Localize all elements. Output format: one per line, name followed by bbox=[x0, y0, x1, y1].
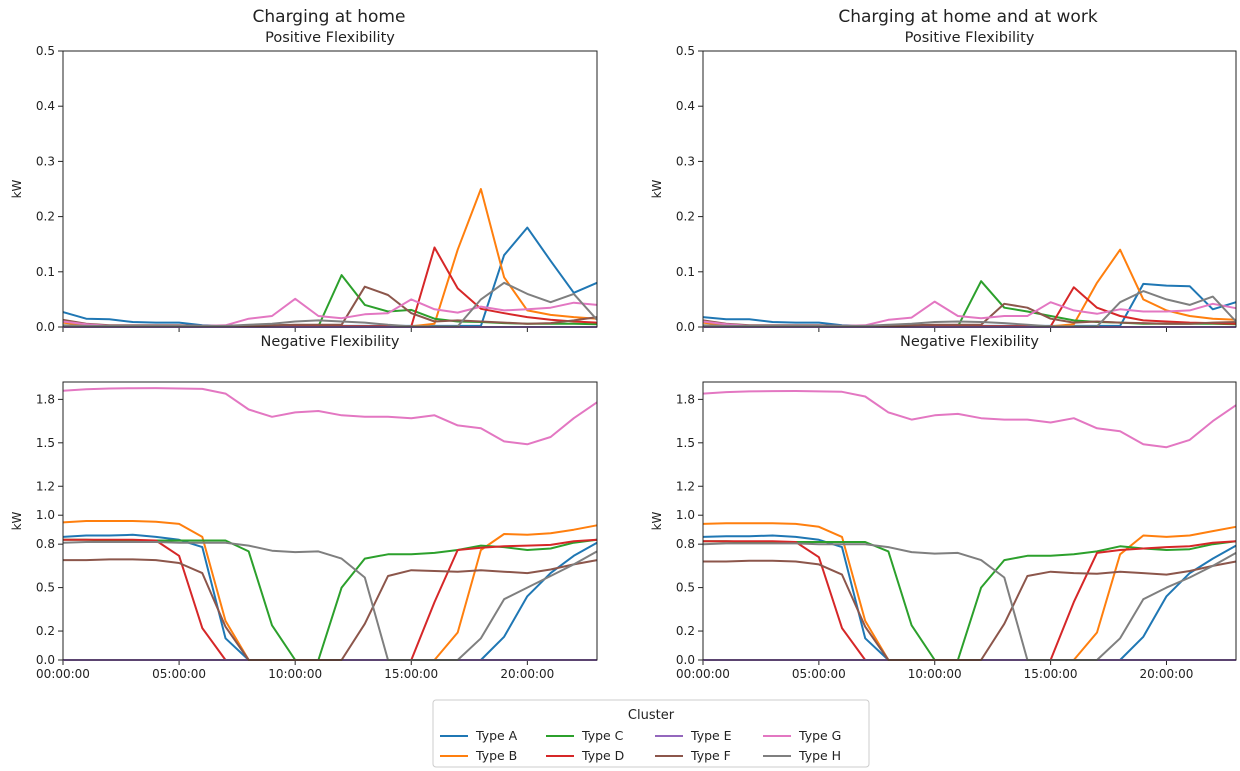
legend-label: Type E bbox=[690, 728, 732, 743]
y-tick-label: 0.8 bbox=[676, 537, 695, 551]
y-tick-label: 0.5 bbox=[36, 581, 55, 595]
chart-panel-0: Positive Flexibility kW 0.0 0.1 0.2 0.3 0.4 0.5 bbox=[10, 30, 598, 334]
series-line-type-a bbox=[702, 534, 1237, 661]
chart-title: Positive Flexibility bbox=[905, 30, 1035, 46]
y-tick-label: 1.0 bbox=[676, 508, 695, 522]
series-line-type-a bbox=[62, 533, 598, 661]
y-tick-label: 0.1 bbox=[36, 265, 55, 279]
y-tick-label: 0.2 bbox=[676, 210, 695, 224]
series-line-type-h bbox=[62, 541, 598, 661]
series-line-type-c bbox=[703, 540, 1237, 661]
chart-panel-2: Negative Flexibility kW 0.0 0.2 0.5 0.8 1.0 1.2… bbox=[10, 334, 598, 681]
legend-entry-type-c: Type C bbox=[546, 728, 624, 743]
series-line-type-h bbox=[702, 542, 1237, 661]
legend-label: Type D bbox=[581, 748, 624, 763]
y-tick-label: 0.0 bbox=[36, 653, 55, 667]
legend-label: Type B bbox=[475, 748, 517, 763]
y-tick-label: 0.5 bbox=[676, 581, 695, 595]
series-line-type-f bbox=[703, 559, 1237, 661]
y-tick-label: 0.2 bbox=[676, 624, 695, 638]
chart-panel-3: Negative Flexibility kW 0.0 0.2 0.5 0.8 1.0 1.2… bbox=[650, 334, 1237, 681]
y-tick-label: 0.4 bbox=[676, 99, 695, 113]
chart-panel-1: Positive Flexibility kW 0.0 0.1 0.2 0.3 0.4 0.5 bbox=[650, 30, 1237, 334]
chart-title: Positive Flexibility bbox=[265, 30, 395, 46]
x-tick-label: 05:00:00 bbox=[152, 667, 206, 681]
plot-frame bbox=[702, 50, 1237, 328]
series-line-type-b bbox=[702, 248, 1237, 328]
x-tick-label: 10:00:00 bbox=[268, 667, 322, 681]
x-tick-label: 00:00:00 bbox=[676, 667, 730, 681]
legend-entry-type-b: Type B bbox=[440, 748, 517, 763]
y-tick-label: 0.8 bbox=[36, 537, 55, 551]
legend-frame bbox=[432, 699, 870, 768]
x-tick-label: 05:00:00 bbox=[792, 667, 846, 681]
y-tick-label: 0.0 bbox=[36, 320, 55, 334]
legend-label: Type H bbox=[798, 748, 841, 763]
y-tick-label: 0.3 bbox=[36, 154, 55, 168]
legend-label: Type F bbox=[690, 748, 731, 763]
chart-title: Negative Flexibility bbox=[900, 334, 1039, 350]
x-tick-label: 10:00:00 bbox=[908, 667, 962, 681]
x-tick-label: 20:00:00 bbox=[1140, 667, 1194, 681]
y-tick-label: 0.2 bbox=[36, 624, 55, 638]
series-line-type-g bbox=[62, 387, 598, 446]
legend: Cluster Type A Type B Type C Type D Type E Ty… bbox=[432, 699, 870, 768]
y-tick-label: 0.0 bbox=[676, 320, 695, 334]
y-tick-label: 0.0 bbox=[676, 653, 695, 667]
series-line-type-a bbox=[62, 226, 598, 327]
series-line-type-c bbox=[63, 538, 598, 661]
plot-frame bbox=[62, 381, 598, 661]
y-tick-label: 1.5 bbox=[676, 436, 695, 450]
y-tick-label: 0.3 bbox=[676, 154, 695, 168]
series-line-type-b bbox=[62, 188, 598, 328]
series-line-type-f bbox=[63, 558, 598, 661]
series-line-type-c bbox=[702, 280, 1237, 328]
legend-title: Cluster bbox=[628, 708, 675, 723]
legend-entry-type-d: Type D bbox=[546, 748, 624, 763]
y-tick-label: 0.5 bbox=[36, 44, 55, 58]
series-line-type-h bbox=[62, 281, 598, 328]
x-tick-label: 15:00:00 bbox=[1024, 667, 1078, 681]
series-line-type-d bbox=[63, 246, 598, 328]
series-line-type-d bbox=[703, 540, 1237, 661]
legend-entry-type-g: Type G bbox=[763, 728, 841, 743]
x-tick-label: 20:00:00 bbox=[500, 667, 554, 681]
suptitle-right: Charging at home and at work bbox=[838, 7, 1097, 27]
legend-label: Type A bbox=[475, 728, 518, 743]
y-tick-label: 1.8 bbox=[676, 392, 695, 406]
y-tick-label: 0.1 bbox=[676, 265, 695, 279]
plot-frame bbox=[702, 381, 1237, 661]
y-axis-label: kW bbox=[10, 511, 24, 530]
y-axis-label: kW bbox=[650, 179, 664, 198]
suptitle-left: Charging at home bbox=[253, 7, 406, 27]
y-tick-label: 0.2 bbox=[36, 210, 55, 224]
series-line-type-h bbox=[702, 290, 1237, 328]
legend-label: Type C bbox=[581, 728, 624, 743]
plot-frame bbox=[62, 50, 598, 328]
x-tick-label: 00:00:00 bbox=[36, 667, 90, 681]
legend-entry-type-f: Type F bbox=[655, 748, 731, 763]
legend-entry-type-a: Type A bbox=[440, 728, 518, 743]
series-line-type-c bbox=[62, 274, 598, 328]
legend-entry-type-h: Type H bbox=[763, 748, 841, 763]
series-line-type-d bbox=[703, 286, 1237, 328]
y-tick-label: 1.2 bbox=[36, 479, 55, 493]
series-line-type-g bbox=[702, 390, 1237, 449]
legend-entry-type-e: Type E bbox=[655, 728, 732, 743]
y-axis-label: kW bbox=[10, 179, 24, 198]
chart-title: Negative Flexibility bbox=[261, 334, 400, 350]
y-tick-label: 0.4 bbox=[36, 99, 55, 113]
y-tick-label: 1.0 bbox=[36, 508, 55, 522]
x-tick-label: 15:00:00 bbox=[384, 667, 438, 681]
y-axis-label: kW bbox=[650, 511, 664, 530]
y-tick-label: 1.8 bbox=[36, 392, 55, 406]
y-tick-label: 1.2 bbox=[676, 479, 695, 493]
y-tick-label: 0.5 bbox=[676, 44, 695, 58]
y-tick-label: 1.5 bbox=[36, 436, 55, 450]
legend-label: Type G bbox=[798, 728, 841, 743]
series-line-type-d bbox=[63, 538, 598, 661]
